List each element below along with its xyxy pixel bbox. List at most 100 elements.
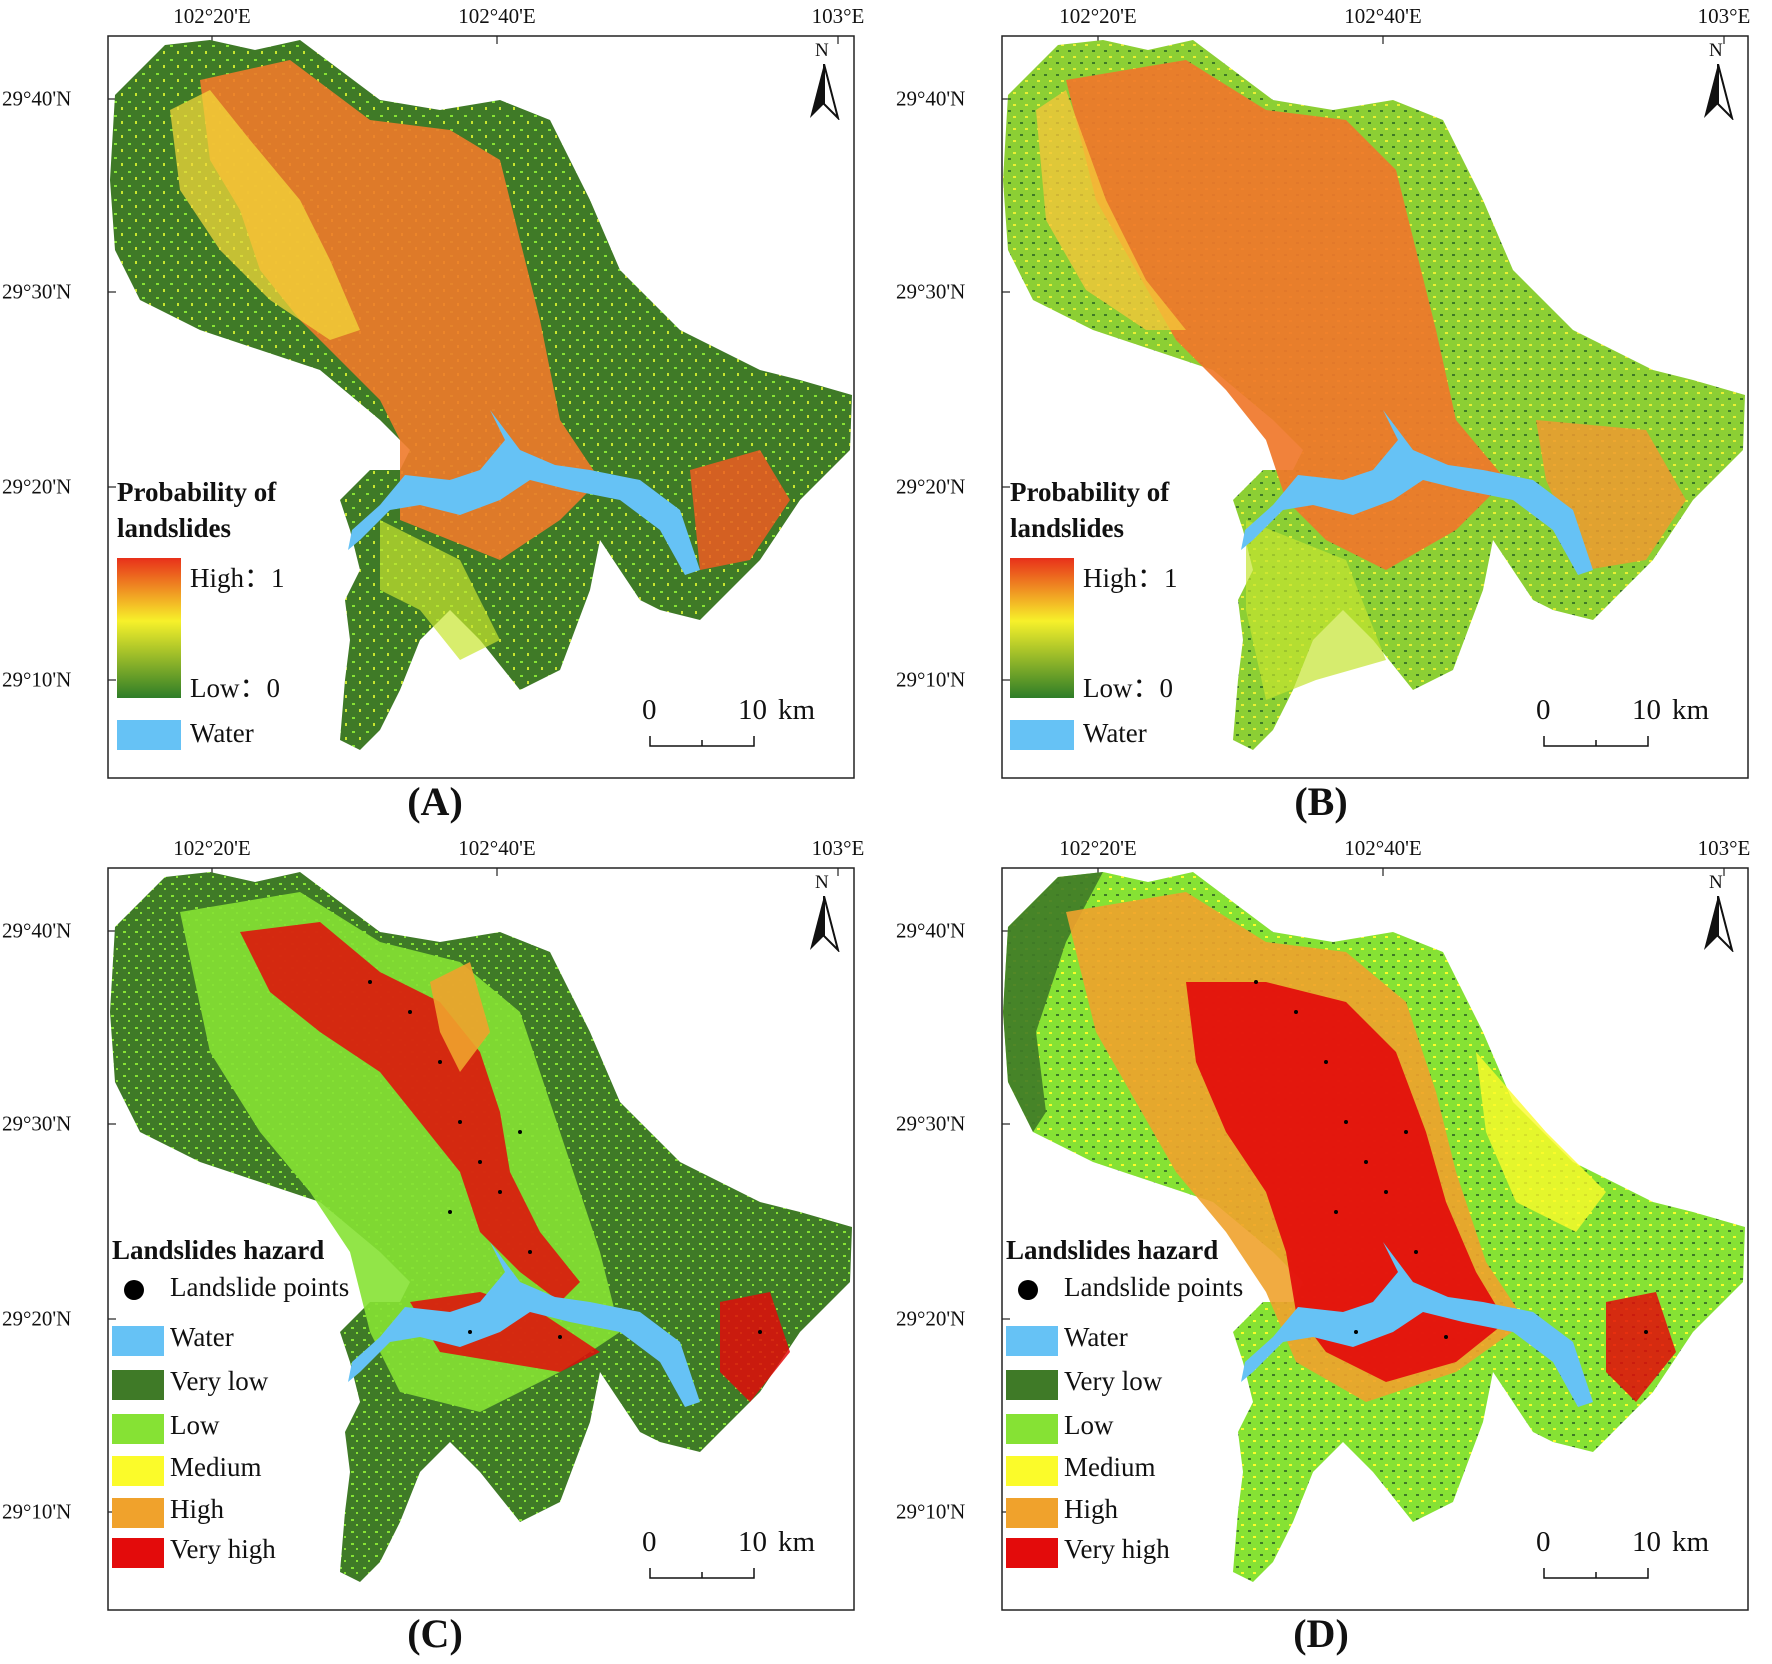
north-arrow-icon xyxy=(810,64,840,120)
lat-tick-label: 29°10'N xyxy=(896,667,966,692)
lat-tick-label: 29°10'N xyxy=(2,1499,72,1524)
scale-unit: km xyxy=(778,1526,816,1558)
south-medium-zone xyxy=(380,520,500,660)
legend-title: Landslides hazard xyxy=(112,1235,325,1265)
scale-start: 0 xyxy=(1536,694,1551,726)
map-frame xyxy=(107,867,855,1611)
legend-points-label: Landslide points xyxy=(1064,1272,1244,1302)
lat-tick-label: 29°30'N xyxy=(2,1111,72,1136)
north-label: N xyxy=(815,872,829,893)
north-label: N xyxy=(1709,40,1723,61)
lat-tick-label: 29°40'N xyxy=(896,918,966,943)
scale-unit: km xyxy=(1672,694,1710,726)
north-arrow-icon xyxy=(1704,896,1734,952)
water-body xyxy=(1241,410,1593,575)
legend-class-label: Very high xyxy=(1064,1534,1170,1564)
legend-title-line2: landslides xyxy=(1010,513,1125,543)
medium-swatch xyxy=(1006,1456,1058,1486)
legend-class-label: Very high xyxy=(170,1534,276,1564)
legend-water-label: Water xyxy=(1083,718,1147,748)
scale-unit: km xyxy=(778,694,816,726)
legend-class-label: Very low xyxy=(170,1366,269,1396)
landslide-points xyxy=(1254,980,1648,1339)
very-high-swatch xyxy=(1006,1538,1058,1568)
water-swatch xyxy=(1010,720,1074,750)
water-body xyxy=(348,410,700,575)
scale-bar xyxy=(1543,1568,1649,1579)
very-low-hazard-zone xyxy=(1003,872,1103,1132)
high-swatch xyxy=(1006,1498,1058,1528)
scale-bar xyxy=(649,736,755,747)
scale-bar xyxy=(1543,736,1649,747)
lat-tick-label: 29°30'N xyxy=(896,1111,966,1136)
legend-high-label: High：1 xyxy=(1083,563,1178,593)
legend-low-label: Low：0 xyxy=(1083,673,1173,703)
landslide-point-icon xyxy=(1018,1280,1038,1300)
lat-tick-label: 29°20'N xyxy=(2,1306,72,1331)
scale-end: 10 xyxy=(1632,694,1661,726)
legend-class-label: Low xyxy=(170,1410,220,1440)
lon-tick-label: 103°E xyxy=(1697,4,1751,28)
legend-class-label: Medium xyxy=(170,1452,262,1482)
medium-swatch xyxy=(112,1456,164,1486)
high-probability-zone xyxy=(200,60,600,560)
water-body xyxy=(348,1242,700,1407)
map-frame xyxy=(1001,867,1749,1611)
high-swatch xyxy=(112,1498,164,1528)
lon-tick-label: 102°40'E xyxy=(458,4,536,28)
scale-end: 10 xyxy=(738,1526,767,1558)
legend-class-label: Low xyxy=(1064,1410,1114,1440)
legend-class-label: High xyxy=(170,1494,224,1524)
lon-tick-label: 102°40'E xyxy=(458,836,536,860)
lat-tick-label: 29°20'N xyxy=(896,474,966,499)
very-high-hazard-zone xyxy=(1186,982,1506,1382)
legend-title-line1: Probability of xyxy=(117,477,277,507)
very-high-hazard-zone xyxy=(240,922,580,1302)
very-low-swatch xyxy=(112,1370,164,1400)
medium-probability-zone xyxy=(170,90,360,340)
north-label: N xyxy=(1709,872,1723,893)
scale-end: 10 xyxy=(738,694,767,726)
legend-title: Landslides hazard xyxy=(1006,1235,1219,1265)
very-high-hazard-east xyxy=(1606,1292,1676,1402)
north-label: N xyxy=(815,40,829,61)
legend-class-label: Water xyxy=(170,1322,234,1352)
lon-tick-label: 102°40'E xyxy=(1344,4,1422,28)
probability-gradient-swatch xyxy=(1010,558,1074,698)
north-arrow-icon xyxy=(1704,64,1734,120)
tick-marks xyxy=(108,868,839,1513)
legend-title-line1: Probability of xyxy=(1010,477,1170,507)
north-arrow-icon xyxy=(810,896,840,952)
panel-label: (D) xyxy=(1293,1611,1349,1656)
scale-bar xyxy=(649,1568,755,1579)
medium-hazard-zone xyxy=(430,962,490,1072)
legend-points-label: Landslide points xyxy=(170,1272,350,1302)
map-frame xyxy=(107,35,855,779)
legend-low-label: Low：0 xyxy=(190,673,280,703)
lon-tick-label: 103°E xyxy=(1697,836,1751,860)
low-probability-zone xyxy=(1246,520,1386,700)
panel-c: 102°20'E 102°40'E 103°E 29°40'N 29°30'N … xyxy=(0,832,886,1664)
lon-tick-label: 102°20'E xyxy=(173,836,251,860)
water-swatch xyxy=(117,720,181,750)
lat-tick-label: 29°20'N xyxy=(2,474,72,499)
low-swatch xyxy=(1006,1414,1058,1444)
very-high-swatch xyxy=(112,1538,164,1568)
study-area xyxy=(110,40,852,750)
low-swatch xyxy=(112,1414,164,1444)
water-body xyxy=(1241,1242,1593,1407)
panel-label: (B) xyxy=(1294,779,1348,824)
map-frame xyxy=(1001,35,1749,779)
scale-start: 0 xyxy=(1536,1526,1551,1558)
legend-title-line2: landslides xyxy=(117,513,232,543)
panel-b: 102°20'E 102°40'E 103°E 29°40'N 29°30'N … xyxy=(886,0,1772,832)
legend-water-label: Water xyxy=(190,718,254,748)
legend-class-label: Medium xyxy=(1064,1452,1156,1482)
lon-tick-label: 103°E xyxy=(811,836,865,860)
scale-end: 10 xyxy=(1632,1526,1661,1558)
study-area xyxy=(1003,872,1745,1582)
medium-hazard-zone xyxy=(1476,1052,1606,1232)
medium-probability-zone xyxy=(1036,90,1186,330)
legend-high-label: High：1 xyxy=(190,563,285,593)
lon-tick-label: 102°20'E xyxy=(1059,4,1137,28)
